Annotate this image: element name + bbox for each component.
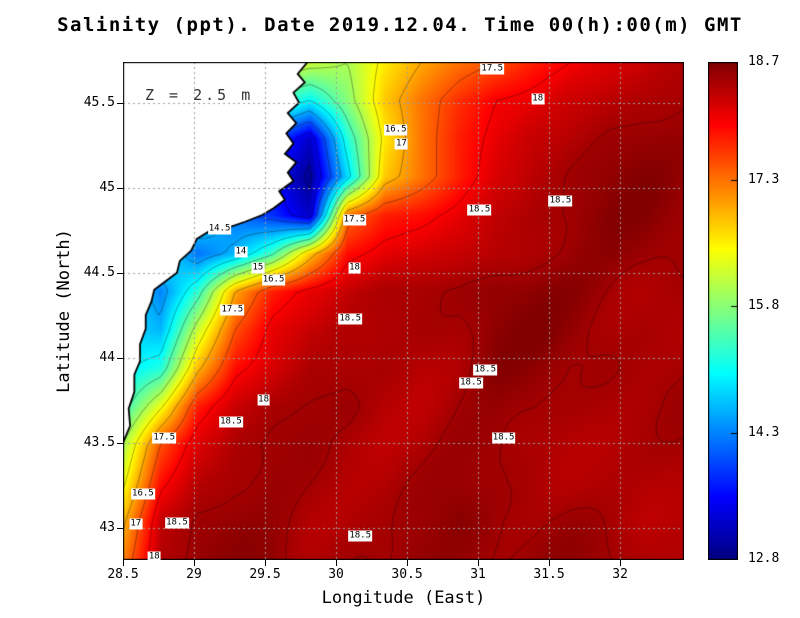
colorbar-tick-label: 15.8 bbox=[748, 298, 780, 314]
salinity-heatmap bbox=[123, 62, 684, 560]
x-tick-mark bbox=[336, 560, 337, 566]
x-tick-mark bbox=[194, 560, 195, 566]
y-tick-mark bbox=[117, 528, 123, 529]
colorbar-tick-label: 12.8 bbox=[748, 551, 780, 566]
x-tick-mark bbox=[123, 560, 124, 566]
colorbar-tick-label: 17.3 bbox=[748, 171, 780, 187]
colorbar-tick-label: 14.3 bbox=[748, 424, 780, 440]
x-tick-label: 29.5 bbox=[249, 567, 281, 582]
x-tick-label: 30 bbox=[328, 567, 344, 582]
y-axis-label: Latitude (North) bbox=[54, 229, 74, 393]
x-axis-label: Longitude (East) bbox=[321, 588, 486, 608]
y-tick-label: 43 bbox=[99, 519, 115, 535]
y-tick-mark bbox=[117, 103, 123, 104]
y-tick-label: 44 bbox=[99, 349, 115, 365]
x-tick-label: 28.5 bbox=[107, 567, 139, 582]
x-tick-label: 29 bbox=[186, 567, 202, 582]
x-tick-mark bbox=[549, 560, 550, 566]
x-tick-mark bbox=[265, 560, 266, 566]
y-tick-mark bbox=[117, 358, 123, 359]
x-tick-mark bbox=[478, 560, 479, 566]
y-tick-label: 44.5 bbox=[83, 264, 115, 280]
x-tick-mark bbox=[407, 560, 408, 566]
x-tick-mark bbox=[620, 560, 621, 566]
y-tick-label: 43.5 bbox=[83, 434, 115, 450]
y-tick-label: 45.5 bbox=[83, 94, 115, 110]
y-tick-mark bbox=[117, 443, 123, 444]
y-tick-mark bbox=[117, 188, 123, 189]
colorbar-gradient bbox=[708, 62, 738, 560]
x-tick-label: 31.5 bbox=[533, 567, 565, 582]
chart-title: Salinity (ppt). Date 2019.12.04. Time 00… bbox=[57, 14, 743, 36]
x-tick-label: 32 bbox=[612, 567, 628, 582]
colorbar-tick-label: 18.7 bbox=[748, 54, 780, 69]
x-tick-label: 31 bbox=[470, 567, 486, 582]
y-tick-label: 45 bbox=[99, 179, 115, 195]
x-tick-label: 30.5 bbox=[391, 567, 423, 582]
y-tick-mark bbox=[117, 273, 123, 274]
